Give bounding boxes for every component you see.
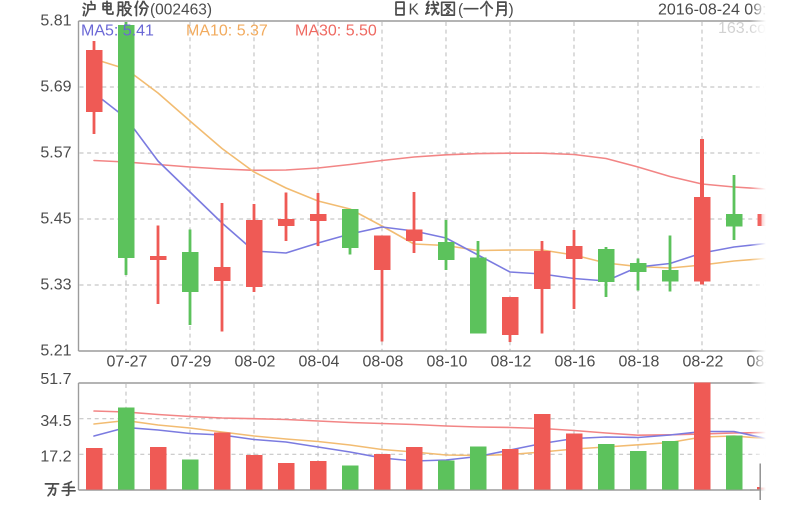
svg-text:MA30: 5.50: MA30: 5.50 [295,23,377,40]
svg-text:K: K [409,2,420,19]
svg-text:(002463): (002463) [150,2,212,19]
svg-text:08-18: 08-18 [619,354,660,371]
svg-text:08-10: 08-10 [427,354,468,371]
svg-text:17.2: 17.2 [40,448,71,465]
svg-text:08-02: 08-02 [235,354,276,371]
svg-text:08-22: 08-22 [683,354,724,371]
svg-text:07-27: 07-27 [107,354,148,371]
svg-text:5.21: 5.21 [40,343,71,360]
svg-text:08-16: 08-16 [555,354,596,371]
svg-text:5.69: 5.69 [40,79,71,96]
svg-text:): ) [509,2,514,19]
svg-text:07-29: 07-29 [171,354,212,371]
svg-text:51.7: 51.7 [40,371,71,388]
svg-text:5.45: 5.45 [40,211,71,228]
svg-text:(: ( [458,2,464,19]
svg-text:5.33: 5.33 [40,277,71,294]
svg-text:MA10: 5.37: MA10: 5.37 [186,23,268,40]
svg-text:08-04: 08-04 [299,354,340,371]
svg-text:34.5: 34.5 [40,413,71,430]
svg-text:08-08: 08-08 [363,354,404,371]
svg-text:08-12: 08-12 [491,354,532,371]
svg-text:5.57: 5.57 [40,145,71,162]
svg-text:MA5: 5.41: MA5: 5.41 [81,23,154,40]
svg-text:5.81: 5.81 [40,13,71,30]
